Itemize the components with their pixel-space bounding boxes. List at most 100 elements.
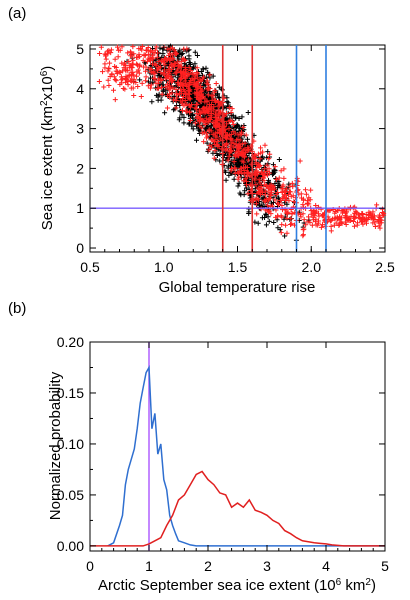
scatter-point-red [242,140,248,146]
scatter-point-red [234,153,240,159]
scatter-point-red [190,77,196,83]
scatter-point-red [204,104,210,110]
scatter-point-red [284,195,290,201]
scatter-point-red [245,169,251,175]
scatter-point-red [239,158,245,164]
scatter-point-black [200,122,206,128]
scatter-point-red [322,223,328,229]
scatter-point-red [169,66,175,72]
scatter-point-red [116,69,122,75]
scatter-point-red [217,110,223,116]
scatter-point-red [170,97,176,103]
scatter-point-black [187,120,193,126]
scatter-point-red [154,54,160,60]
scatter-point-red [126,72,132,78]
scatter-point-red [149,61,155,67]
scatter-point-red [316,211,322,217]
scatter-point-black [178,51,184,57]
scatter-point-red [134,61,140,67]
scatter-point-red [172,70,178,76]
scatter-point-red [194,65,200,71]
scatter-point-red [245,157,251,163]
scatter-point-red [103,53,109,59]
scatter-point-red [120,85,126,91]
scatter-point-red [303,191,309,197]
scatter-point-red [238,129,244,135]
panel-b-xlabel: Arctic September sea ice extent (106 km2… [98,577,376,595]
scatter-point-black [262,215,268,220]
scatter-point-black [190,126,196,132]
scatter-point-red [328,228,334,234]
scatter-point-red [226,153,232,159]
x-tick-label: 2 [204,558,212,574]
x-tick-label: 2.5 [375,259,395,275]
scatter-point-red [244,165,250,171]
scatter-point-red [328,223,334,229]
scatter-point-black [263,222,269,228]
scatter-point-black [190,115,196,121]
scatter-point-black [137,77,143,83]
scatter-point-red [98,44,104,50]
scatter-point-red [367,210,373,216]
scatter-point-red [200,106,206,112]
scatter-point-red [173,97,179,103]
scatter-point-red [339,210,345,216]
panel-a-xlabel: Global temperature rise [159,279,316,296]
scatter-point-red [333,220,339,226]
scatter-point-red [159,91,165,97]
scatter-point-red [254,191,260,197]
scatter-point-red [169,62,175,68]
y-tick-label: 0.05 [57,487,84,503]
scatter-point-black [150,79,156,85]
scatter-point-red [137,63,143,69]
distribution-curves [90,364,385,547]
scatter-point-red [313,216,319,222]
scatter-point-red [245,145,251,151]
scatter-point-red [267,195,273,201]
scatter-point-red [121,65,127,71]
scatter-point-red [268,189,274,195]
scatter-point-red [241,171,247,177]
scatter-point-black [192,49,198,55]
scatter-point-black [174,102,180,108]
y-tick-label: 0.00 [57,538,84,554]
scatter-point-red [156,78,162,84]
scatter-point-red [267,151,273,157]
scatter-point-red [120,68,126,74]
scatter-point-red [240,124,246,130]
scatter-point-black [224,115,230,121]
scatter-point-red [279,202,285,208]
scatter-point-red [289,221,295,227]
scatter-point-red [255,151,261,157]
scatter-point-red [120,76,126,82]
scatter-point-red [145,56,151,62]
scatter-point-red [264,169,270,175]
scatter-point-red [243,132,249,138]
scatter-point-red [342,219,348,225]
scatter-point-red [101,84,107,90]
scatter-point-red [242,146,248,152]
scatter-point-red [205,82,211,88]
scatter-point-red [297,158,303,164]
scatter-point-black [242,188,248,194]
scatter-point-red [225,157,231,163]
scatter-point-red [140,58,146,64]
scatter-point-black [235,183,241,189]
scatter-point-red [266,209,272,215]
scatter-point-red [167,46,173,52]
scatter-point-red [165,46,171,52]
scatter-point-red [257,162,263,168]
scatter-point-red [206,128,212,134]
scatter-point-black [270,169,276,175]
scatter-point-red [201,139,207,145]
series-line-blue [107,364,385,547]
scatter-point-red [343,215,349,221]
scatter-point-red [128,63,134,69]
scatter-point-black [189,123,195,129]
scatter-point-red [253,182,259,188]
scatter-point-black [235,123,241,129]
scatter-point-black [149,99,155,105]
scatter-point-red [273,176,279,182]
scatter-point-black [276,157,282,163]
scatter-point-red [176,63,182,69]
